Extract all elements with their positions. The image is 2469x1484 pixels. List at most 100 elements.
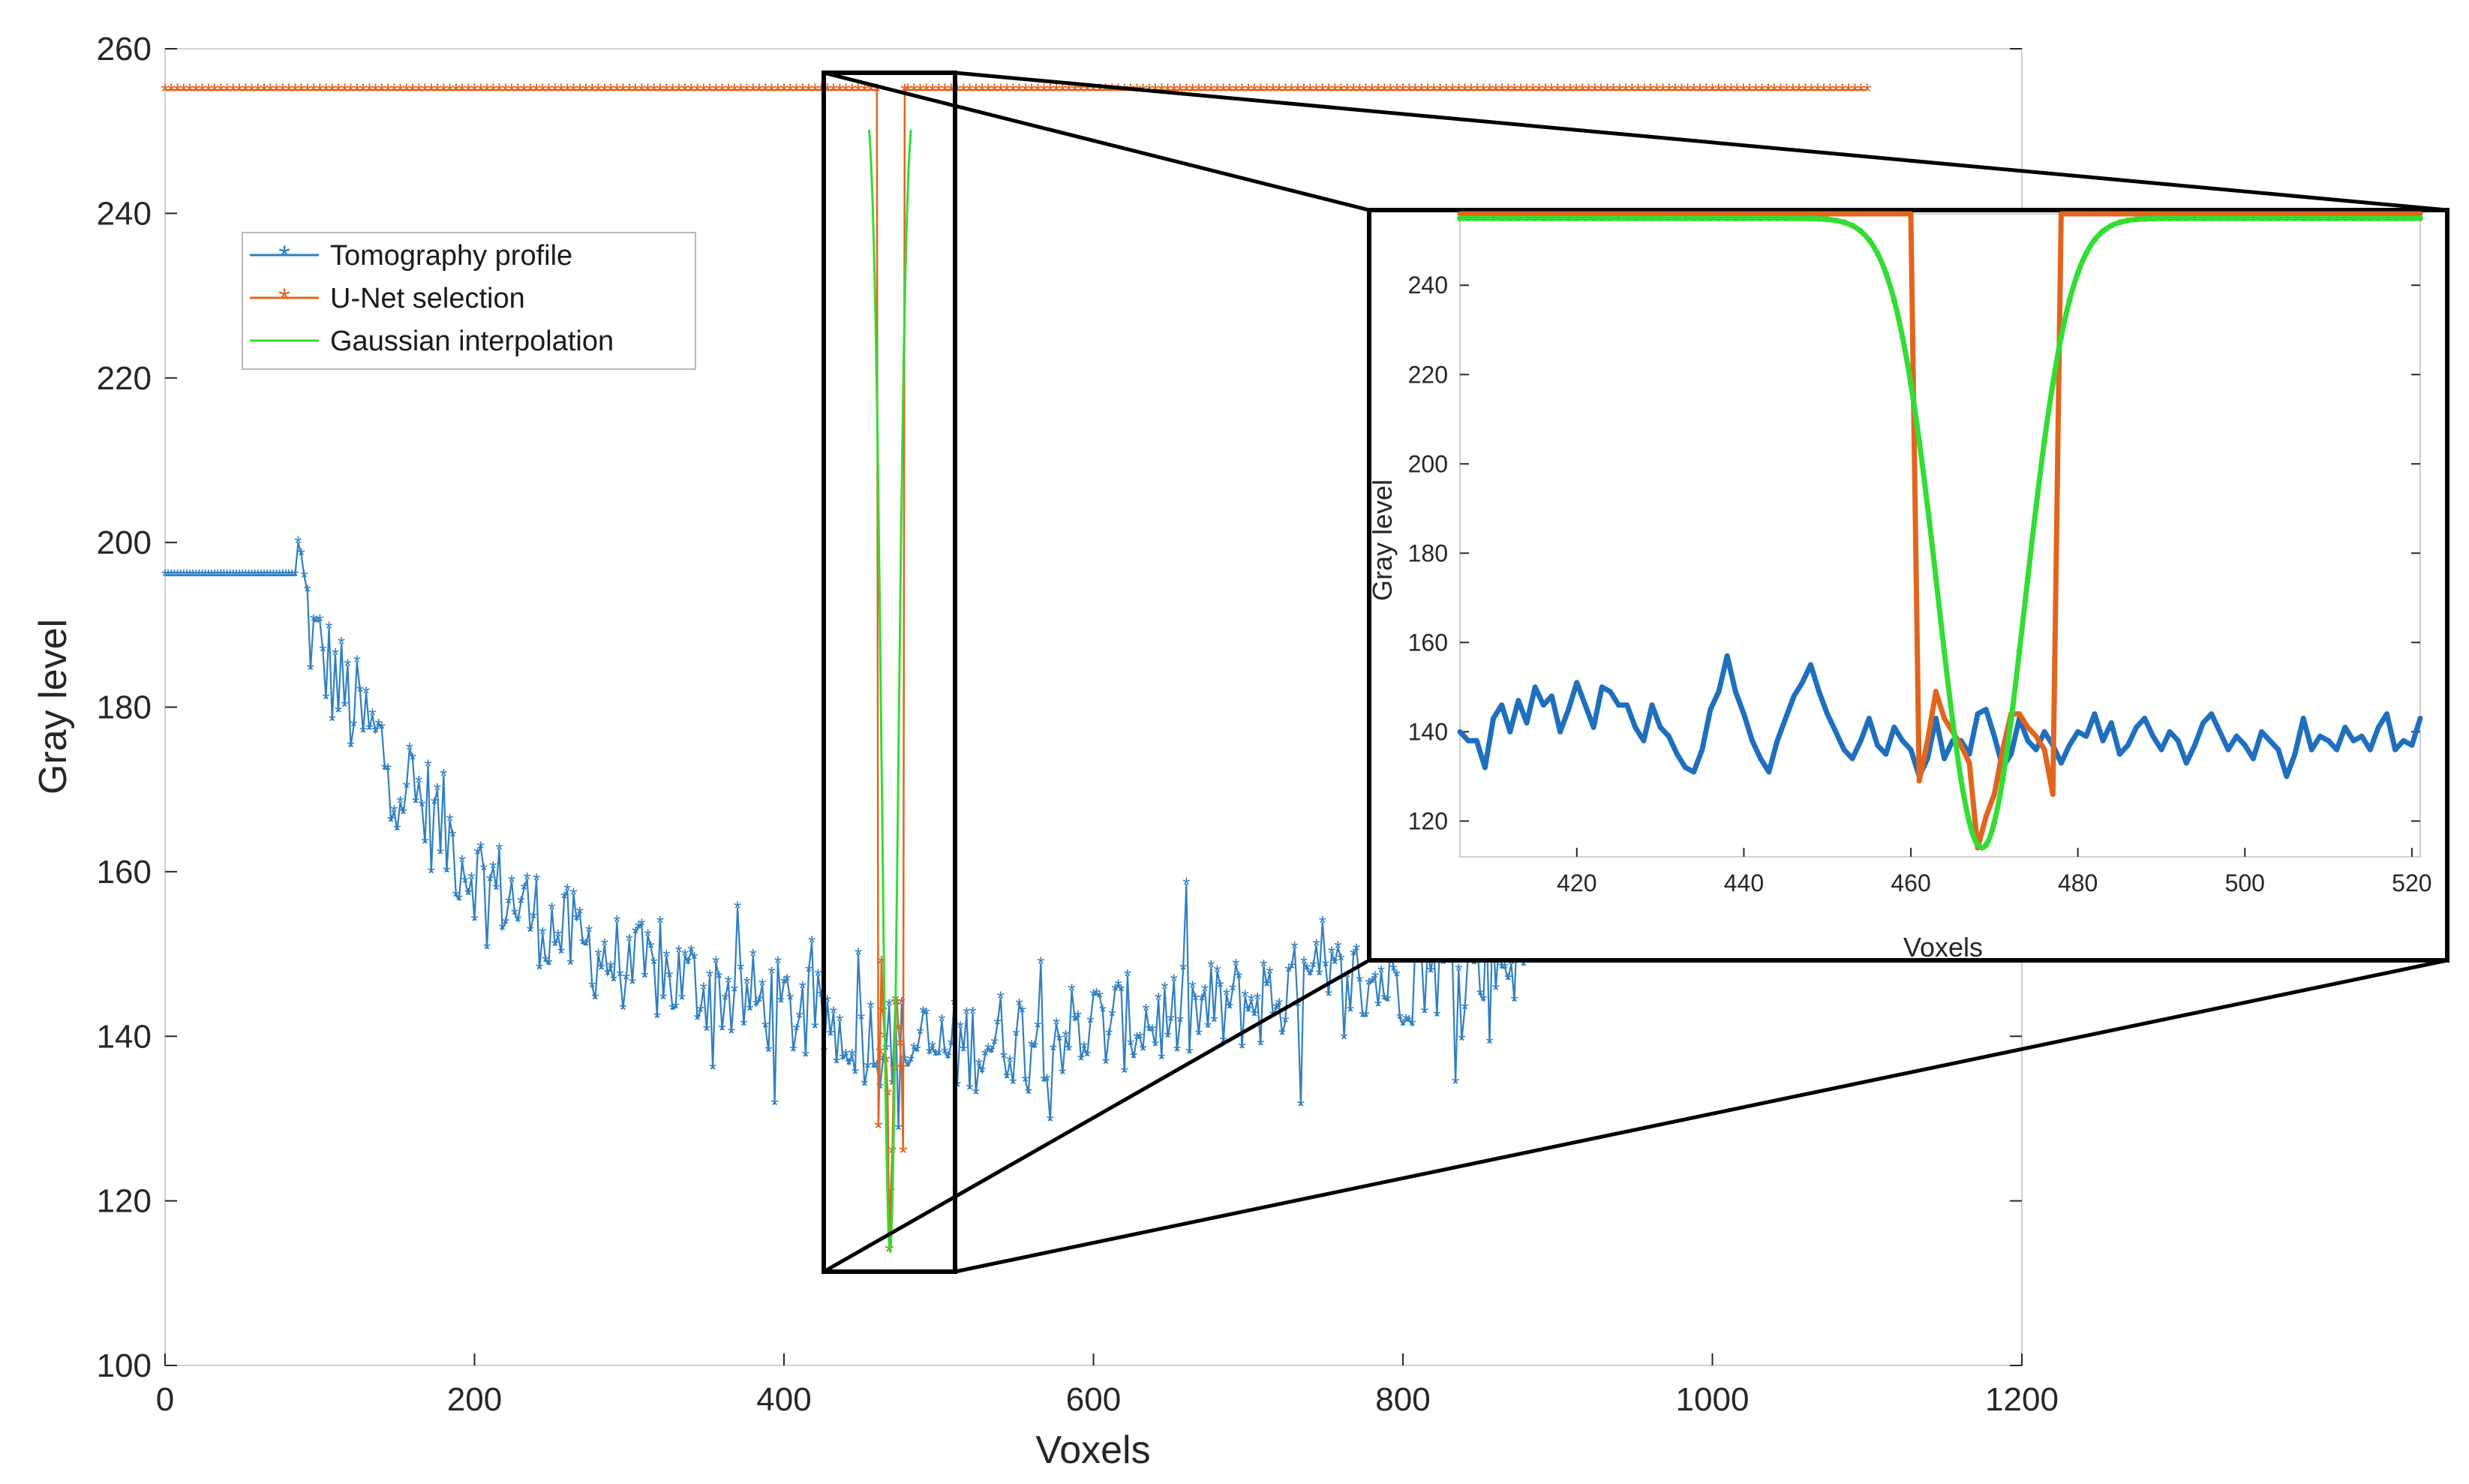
main-tomography-point: * <box>783 969 791 992</box>
inset-tomography-point <box>2375 724 2381 730</box>
main-tomography-point: * <box>557 942 565 965</box>
inset-gaussian-point <box>1866 236 1873 243</box>
main-tomography-point: * <box>1303 959 1311 981</box>
inset-tomography-point <box>2158 747 2164 753</box>
main-tomography-point: * <box>728 1022 735 1044</box>
inset-unet-point <box>2217 211 2223 217</box>
main-unet-point: * <box>736 80 745 104</box>
main-tomography-point: * <box>635 917 642 939</box>
main-tomography-point: * <box>282 565 290 587</box>
inset-gaussian-point <box>1674 215 1681 221</box>
main-x-tick-label: 800 <box>1375 1381 1430 1418</box>
main-unet-point: * <box>1733 80 1742 104</box>
main-tomography-point: * <box>830 1002 837 1024</box>
main-tomography-point: * <box>1179 958 1187 981</box>
inset-gaussian-point <box>1941 648 1948 654</box>
main-unet-point: * <box>501 80 510 104</box>
main-tomography-point: * <box>1263 975 1270 998</box>
main-tomography-point: * <box>341 695 348 718</box>
main-tomography-point: * <box>1501 957 1509 980</box>
main-tomography-point: * <box>338 632 345 655</box>
main-tomography-point: * <box>703 1020 710 1042</box>
main-tomography-point: * <box>483 938 491 960</box>
inset-gaussian-point <box>1874 250 1881 257</box>
inset-unet-point <box>1774 211 1780 217</box>
main-unet-point: * <box>1535 80 1544 104</box>
main-tomography-point: * <box>1056 1029 1063 1052</box>
main-tomography-point: * <box>563 879 571 902</box>
main-tomography-point: * <box>984 1038 992 1061</box>
main-y-tick-label: 120 <box>97 1183 152 1220</box>
inset-gaussian-point <box>1532 215 1539 221</box>
main-unet-point: * <box>1801 80 1810 104</box>
zoom-connector-top-left <box>823 71 1370 212</box>
main-tomography-point: * <box>319 640 326 662</box>
inset-unet-point <box>2100 211 2106 217</box>
main-tomography-point: * <box>1300 952 1308 975</box>
main-unet-point: * <box>903 80 912 104</box>
main-tomography-point: * <box>573 909 581 932</box>
main-tomography-point: * <box>836 1010 843 1032</box>
main-tomography-point: * <box>1309 956 1317 978</box>
main-tomography-point: * <box>511 903 518 926</box>
main-tomography-point: * <box>1461 998 1468 1020</box>
inset-unet-point <box>1883 211 1889 217</box>
main-unet-point: * <box>371 80 380 104</box>
main-unet-point: * <box>1461 80 1470 104</box>
main-unet-point: * <box>309 80 318 104</box>
main-unet-point: * <box>1528 80 1537 104</box>
main-tomography-point: * <box>910 1038 918 1061</box>
main-unet-point: * <box>644 80 653 104</box>
inset-gaussian-point <box>1849 222 1856 229</box>
main-unet-point: * <box>1758 80 1767 104</box>
main-tomography-point: * <box>1229 979 1236 1002</box>
main-unet-point: * <box>1776 80 1785 104</box>
main-tomography-point: * <box>1405 1011 1413 1033</box>
main-y-tick-label: 180 <box>97 689 152 726</box>
main-unet-point: * <box>625 80 634 104</box>
main-unet-point: * <box>1040 80 1049 104</box>
inset-unet-point <box>1649 211 1655 217</box>
inset-gaussian-point <box>2058 334 2065 341</box>
main-tomography-point: * <box>173 565 181 587</box>
inset-zoom-panel: 420 440 460 480 500 520 120 140 160 180 200 220 240… <box>1367 208 2449 963</box>
inset-gaussian-point <box>2191 215 2198 221</box>
main-tomography-point: * <box>1344 966 1351 988</box>
main-tomography-point: * <box>1452 1072 1459 1095</box>
main-tomography-point: * <box>365 719 373 741</box>
inset-tomography-point <box>1515 698 1521 704</box>
main-unet-point: * <box>389 80 398 104</box>
inset-gaussian-point <box>1882 269 1889 276</box>
main-tomography-point: * <box>1328 942 1335 965</box>
main-unet-point: * <box>272 80 281 104</box>
main-unet-point: * <box>1522 80 1531 104</box>
main-unet-point: * <box>1819 80 1828 104</box>
main-unet-point: * <box>674 80 683 104</box>
inset-gaussian-point <box>1557 215 1563 221</box>
main-tomography-point: * <box>641 966 648 989</box>
inset-gaussian-point <box>1908 380 1914 387</box>
inset-tomography-point <box>1574 680 1580 686</box>
inset-unet-point <box>2350 211 2356 217</box>
main-unet-point: * <box>173 80 182 104</box>
inset-gaussian-point <box>2050 380 2056 387</box>
inset-gaussian-point <box>2367 215 2374 221</box>
main-tomography-point: * <box>326 617 333 639</box>
inset-unet-point <box>1799 211 1805 217</box>
main-tomography-point: * <box>767 963 775 985</box>
inset-x-tick-label: 500 <box>2225 870 2265 897</box>
inset-gaussian-point <box>2024 575 2031 581</box>
inset-gaussian-point <box>1599 215 1605 221</box>
inset-unet-point <box>1557 211 1563 217</box>
inset-tomography-point <box>1457 728 1463 734</box>
main-tomography-point: * <box>208 565 215 587</box>
main-unet-point: * <box>353 80 362 104</box>
main-unet-point: * <box>1838 80 1847 104</box>
main-tomography-point: * <box>929 1037 936 1059</box>
main-tomography-point: * <box>1074 1006 1082 1029</box>
inset-gaussian-point <box>1632 215 1638 221</box>
main-tomography-point: * <box>1322 955 1329 978</box>
main-unet-point: * <box>1250 80 1259 104</box>
main-unet-point: * <box>1696 80 1705 104</box>
main-tomography-point: * <box>508 870 515 893</box>
